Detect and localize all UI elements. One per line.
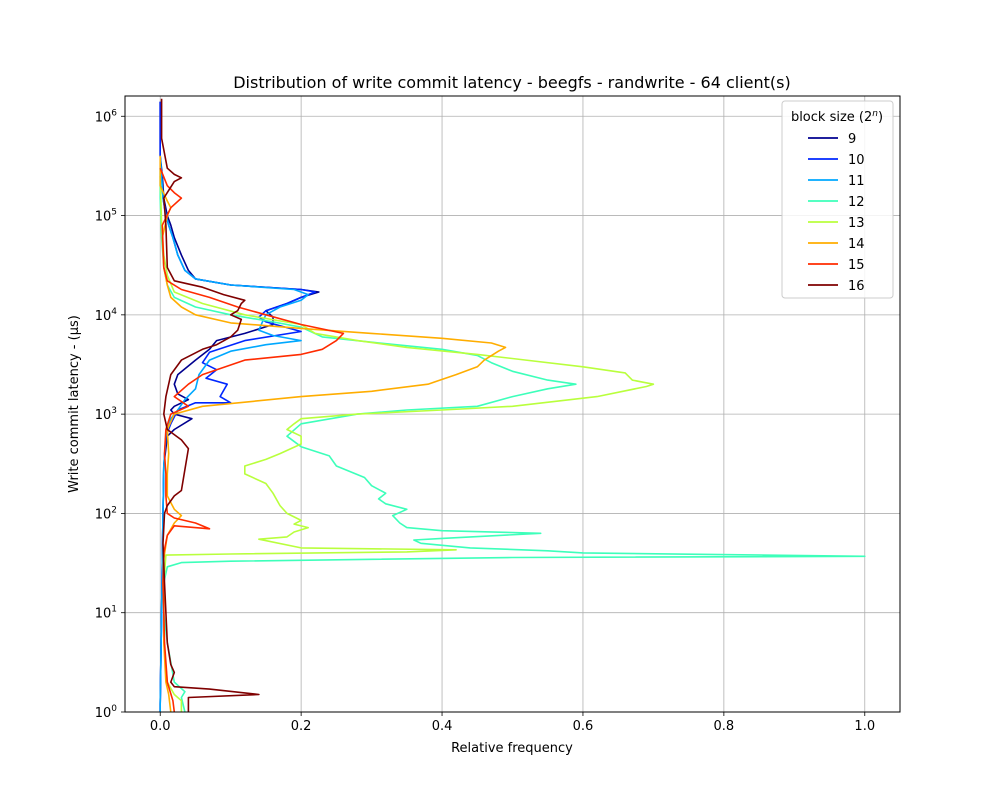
legend-label-16: 16 [848, 279, 865, 294]
x-tick-label: 0.8 [714, 719, 735, 734]
legend-label-15: 15 [848, 258, 865, 273]
x-tick-label: 0.6 [573, 719, 594, 734]
legend-label-10: 10 [848, 153, 865, 168]
grid-lines [125, 96, 900, 713]
x-tick-label: 0.4 [432, 719, 453, 734]
legend-label-13: 13 [848, 216, 865, 231]
y-tick-label: 104 [95, 307, 118, 324]
x-tick-label: 0.0 [150, 719, 171, 734]
legend-label-11: 11 [848, 174, 865, 189]
x-axis-label: Relative frequency [451, 741, 573, 756]
y-axis-label: Write commit latency - (μs) [67, 315, 82, 493]
plot-frame [124, 95, 901, 713]
series-line-15 [159, 167, 345, 713]
y-tick-label: 103 [95, 406, 117, 423]
series-line-9 [159, 101, 320, 712]
y-tick-label: 105 [95, 208, 117, 225]
chart-title: Distribution of write commit latency - b… [233, 73, 791, 92]
legend-label-14: 14 [848, 237, 865, 252]
series-line-12 [159, 168, 866, 713]
y-axis-ticks: 100 101 102 103 104 105 106 [95, 108, 125, 721]
legend: block size (2n) 9 10 11 12 13 14 15 16 [781, 100, 894, 299]
legend-label-12: 12 [848, 195, 865, 210]
y-tick-label: 102 [95, 505, 117, 522]
y-tick-label: 106 [95, 108, 118, 125]
legend-items: 9 10 11 12 13 14 15 16 [808, 132, 865, 294]
y-tick-label: 100 [95, 704, 118, 721]
x-tick-label: 1.0 [854, 719, 875, 734]
y-tick-label: 101 [95, 605, 117, 622]
series-line-13 [159, 175, 655, 712]
series-lines [159, 98, 866, 713]
legend-box [781, 100, 894, 299]
series-line-16 [160, 98, 260, 712]
x-tick-label: 0.2 [291, 719, 312, 734]
x-axis-ticks: 0.0 0.2 0.4 0.6 0.8 1.0 [150, 712, 875, 734]
legend-title: block size (2n) [791, 109, 883, 125]
legend-label-9: 9 [848, 132, 856, 147]
